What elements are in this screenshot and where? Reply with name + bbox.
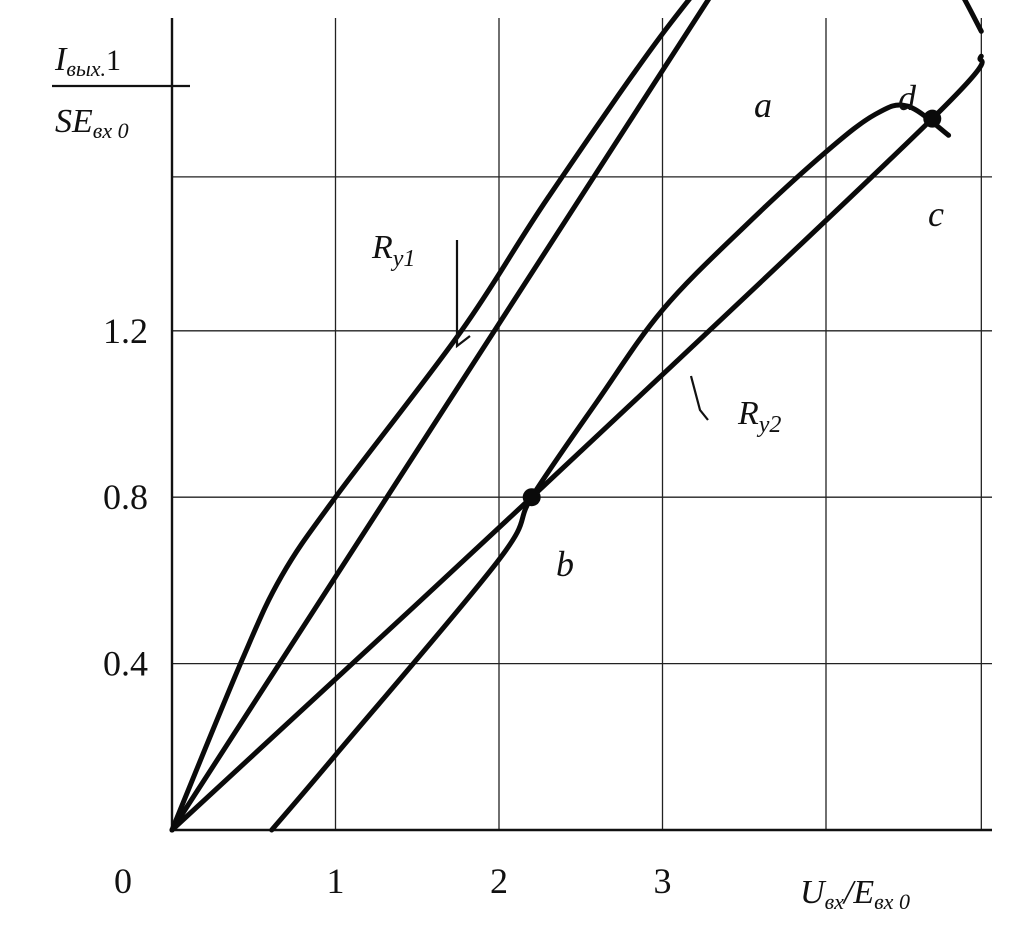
x-label-e-sub: вх 0	[874, 889, 910, 914]
annotation-a: a	[754, 85, 772, 125]
y-label-denominator-main: SE	[55, 103, 93, 140]
series-line-0	[169, 0, 984, 833]
series-label-ry2: Ry2	[737, 395, 781, 438]
series-line-2	[169, 0, 712, 833]
series-line-3	[169, 53, 985, 833]
x-label-u: U	[800, 874, 827, 911]
svg-text:Iвых.1: Iвых.1	[54, 41, 121, 81]
y-label-numerator-main: I	[54, 41, 68, 78]
leader-ry1	[455, 240, 471, 349]
marked-points	[522, 109, 942, 507]
x-tick-label-2: 3	[654, 861, 672, 901]
y-label-numerator-suffix: 1	[106, 44, 121, 77]
y-label-numerator-sub: вых.	[66, 56, 106, 81]
point-marker-b	[522, 488, 541, 507]
x-label-u-sub: вх	[825, 889, 845, 914]
x-axis-label: Uвх/Eвх 0	[800, 874, 910, 914]
leader-ry2	[689, 375, 709, 421]
tick-labels: 1 2 3 0.4 0.8 1.2	[103, 311, 672, 901]
y-tick-label-2: 1.2	[103, 311, 148, 351]
series-label-ry1: Ry1	[371, 229, 415, 272]
x-tick-label-0: 1	[327, 861, 345, 901]
y-tick-label-0: 0.4	[103, 644, 148, 684]
annotation-d: d	[898, 78, 917, 118]
series-label-ry1-main: R	[371, 229, 393, 266]
series-line-1	[269, 102, 952, 833]
x-label-e: E	[852, 874, 874, 911]
y-label-denominator-sub: вх 0	[93, 118, 129, 143]
annotation-c: c	[928, 194, 944, 234]
y-axis-label: Iвых.1 SEвх 0	[52, 41, 190, 143]
series-label-ry1-sub: y1	[391, 246, 416, 272]
annotation-b: b	[556, 544, 574, 584]
y-tick-label-1: 0.8	[103, 477, 148, 517]
x-label-slash: /	[842, 874, 857, 911]
origin-label: 0	[114, 861, 132, 901]
x-tick-label-1: 2	[490, 861, 508, 901]
grid-lines	[172, 18, 992, 830]
point-marker-c	[923, 109, 942, 128]
leader-lines	[455, 240, 709, 421]
data-curves	[169, 0, 985, 833]
svg-text:SEвх 0: SEвх 0	[55, 103, 129, 143]
axes	[170, 18, 992, 832]
svg-text:Uвх/Eвх 0: Uвх/Eвх 0	[800, 874, 910, 914]
series-label-ry2-sub: y2	[757, 412, 782, 438]
series-label-ry2-main: R	[737, 395, 759, 432]
